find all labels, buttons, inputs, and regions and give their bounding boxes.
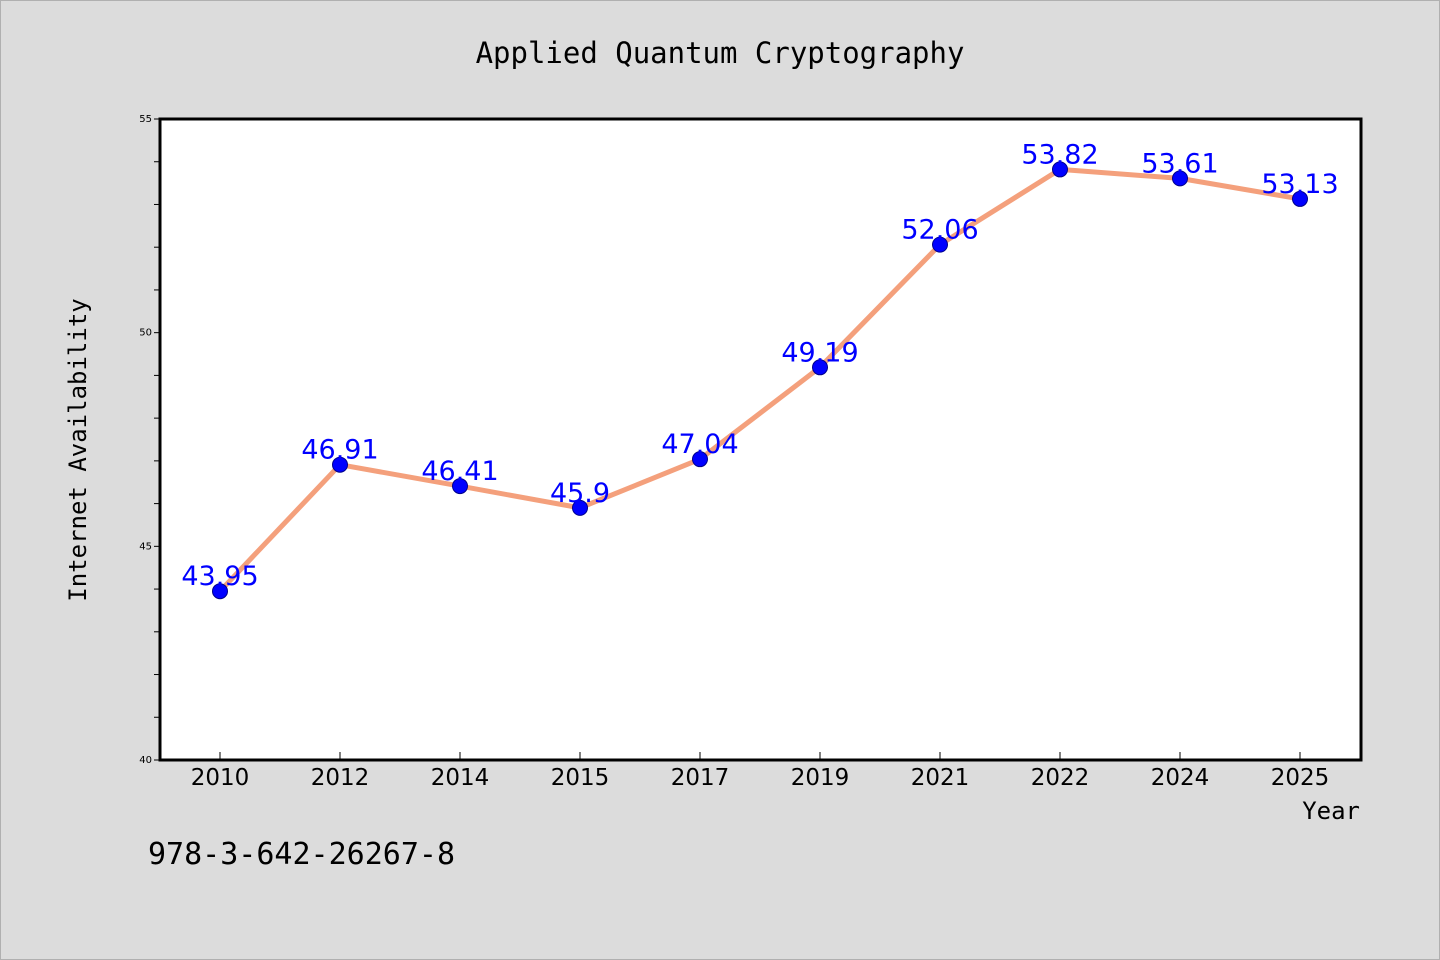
y-axis: 40 45 50 55: [139, 114, 160, 766]
data-label: 43.95: [181, 561, 258, 592]
x-tick-label: 2012: [311, 765, 370, 791]
data-label: 46.41: [421, 456, 498, 487]
data-label: 49.19: [781, 337, 858, 368]
x-tick-label: 2014: [431, 765, 490, 791]
plot-area: [158, 117, 1363, 762]
series-line-group: [217, 166, 1303, 594]
data-label: 53.61: [1141, 148, 1218, 179]
data-point: [332, 456, 348, 473]
data-point: [212, 583, 228, 600]
y-tick-label: 45: [139, 541, 152, 552]
x-tick-label: 2024: [1151, 765, 1210, 791]
x-tick-label: 2017: [671, 765, 730, 791]
x-tick-label: 2021: [911, 765, 970, 791]
y-axis-label: Internet Availability: [64, 298, 92, 601]
chart-title: Applied Quantum Cryptography: [476, 36, 965, 70]
y-tick-label: 55: [139, 114, 152, 125]
x-axis: 2010 2012 2014 2015 2017 2019 2021 2022 2024 2025: [191, 752, 1330, 791]
x-tick-label: 2010: [191, 765, 250, 791]
data-label: 46.91: [301, 435, 378, 466]
data-label: 52.06: [901, 215, 978, 246]
marker-group: [212, 161, 1308, 600]
x-tick-label: 2019: [791, 765, 850, 791]
data-point: [932, 236, 948, 253]
x-tick-label: 2025: [1271, 765, 1330, 791]
data-point: [572, 499, 588, 516]
x-tick-label: 2022: [1031, 765, 1090, 791]
data-point: [452, 478, 468, 495]
isbn-text: 978-3-642-26267-8: [148, 837, 455, 872]
data-point: [1172, 170, 1188, 187]
data-point: [1052, 161, 1068, 178]
x-axis-label: Year: [1302, 797, 1360, 825]
y-tick-label: 50: [139, 328, 152, 339]
series-line: [217, 166, 1303, 594]
data-point: [812, 359, 828, 376]
data-label: 45.9: [550, 478, 610, 509]
y-tick-label: 40: [139, 755, 152, 766]
data-point: [692, 451, 708, 468]
data-label: 53.13: [1261, 169, 1338, 200]
data-label: 47.04: [661, 429, 738, 460]
x-tick-label: 2015: [551, 765, 610, 791]
data-label: 53.82: [1021, 139, 1098, 170]
data-point: [1292, 190, 1308, 207]
data-label-group: 43.95 46.91 46.41 45.9 47.04 49.19 52.06 53.82 5…: [181, 139, 1338, 592]
